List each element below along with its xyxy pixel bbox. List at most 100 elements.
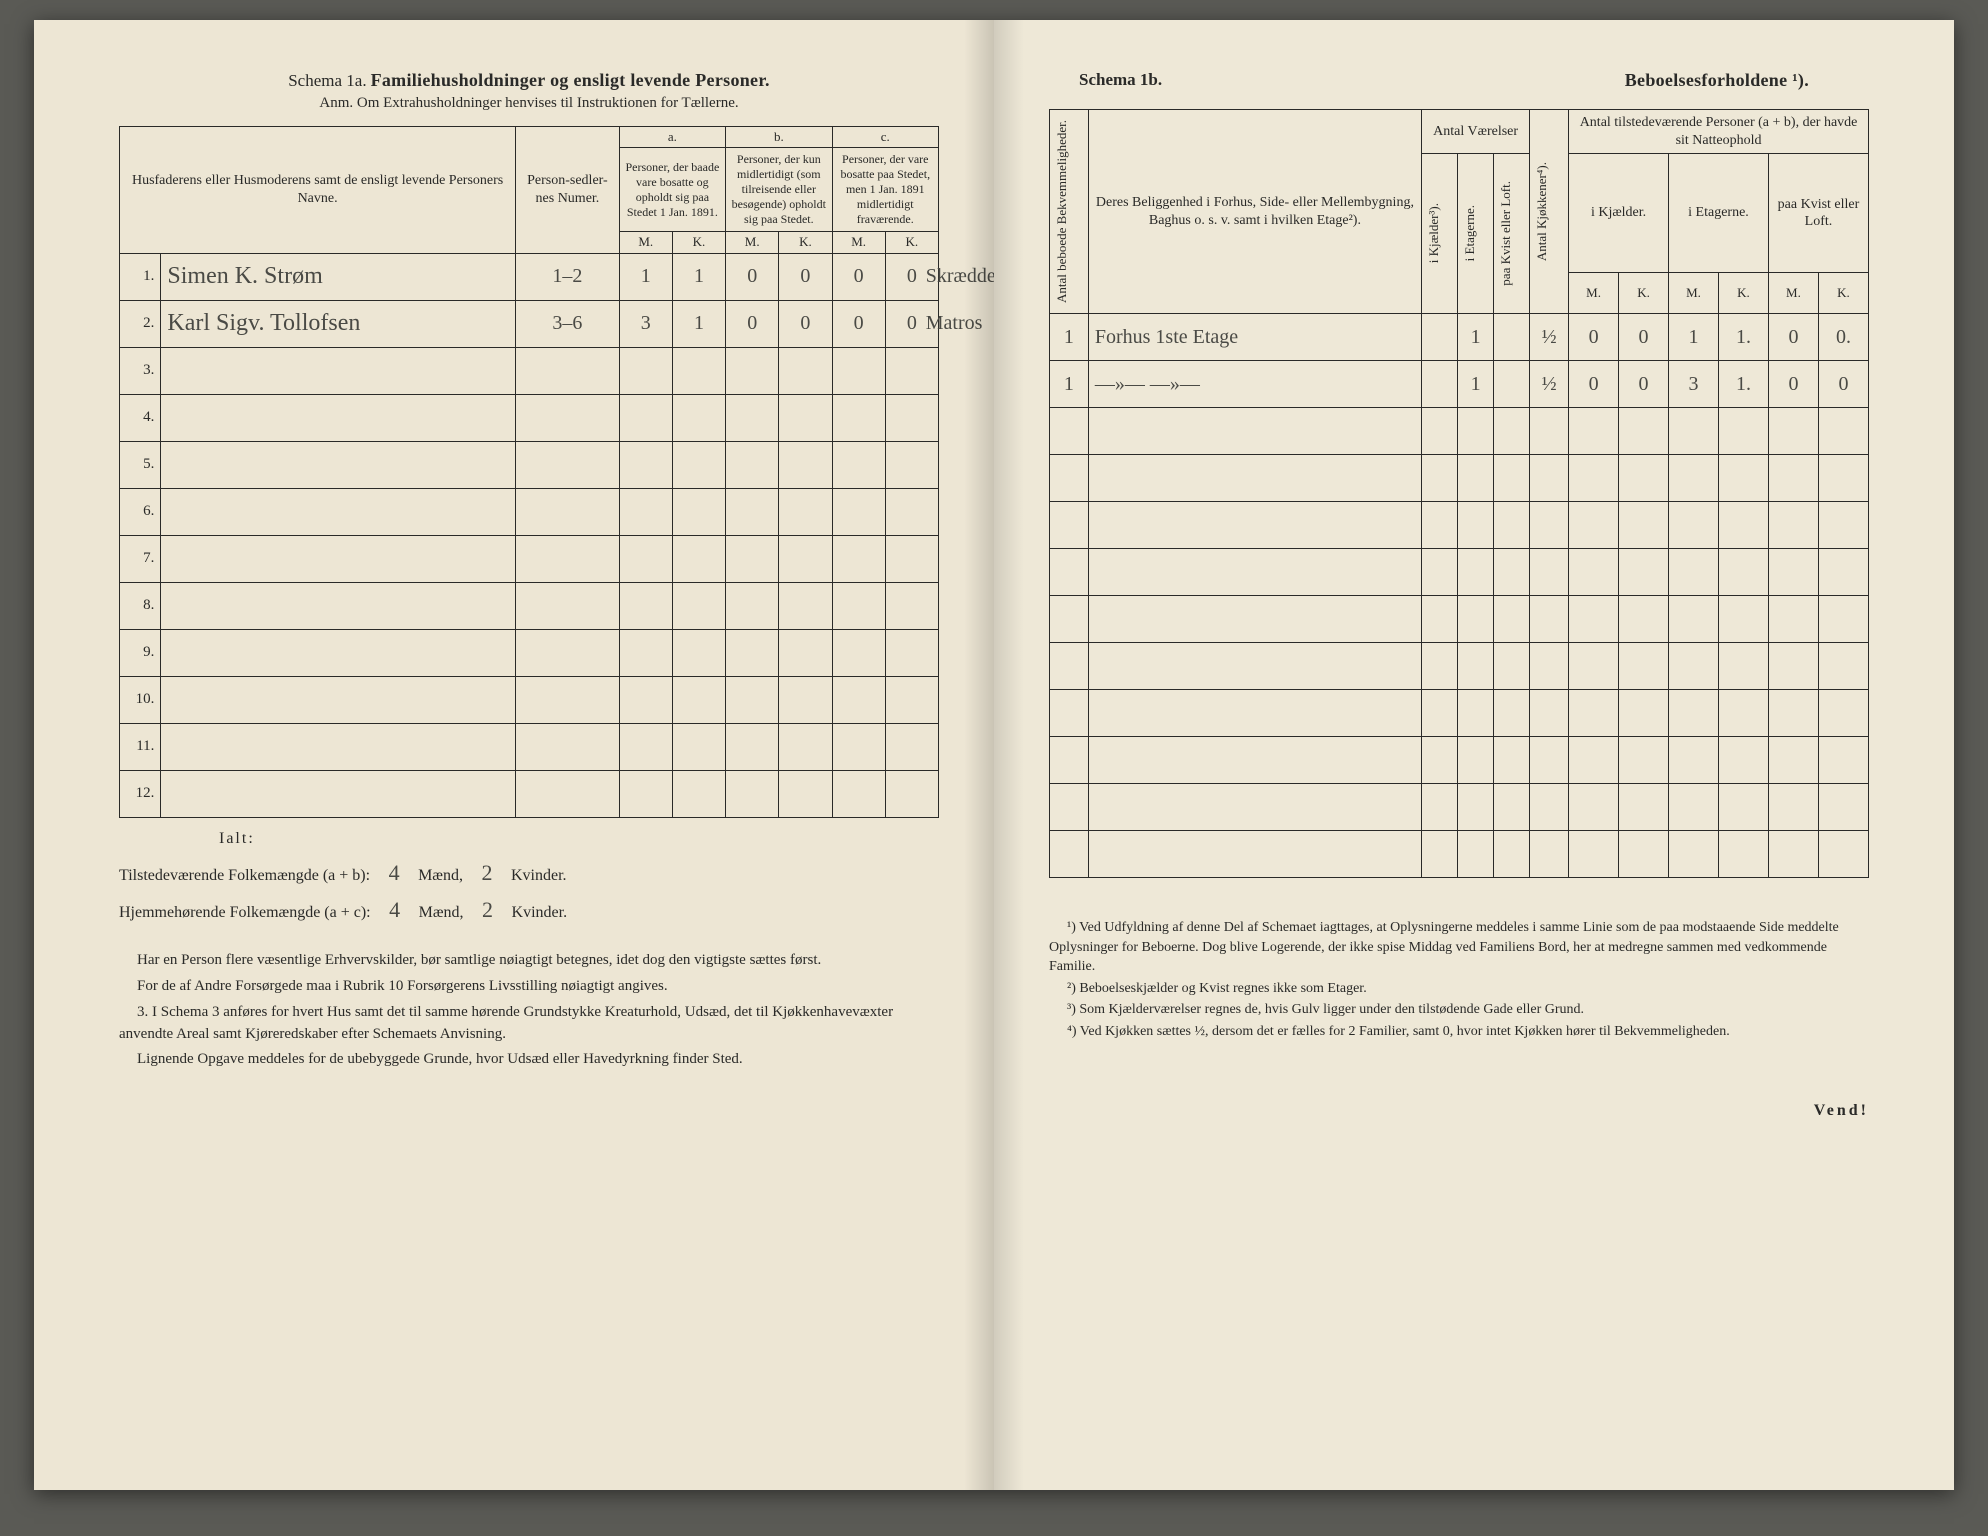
aM	[619, 629, 672, 676]
belig	[1088, 784, 1421, 831]
kvM	[1768, 549, 1818, 596]
name-cell	[161, 394, 516, 441]
note-paragraph: 3. I Schema 3 anføres for hvert Hus samt…	[119, 1002, 939, 1046]
sum2-kw: Kvinder.	[512, 904, 568, 921]
name-cell	[161, 723, 516, 770]
etM	[1669, 831, 1719, 878]
schema-1b-table: Antal beboede Bekvemmeligheder. Deres Be…	[1049, 109, 1869, 878]
kjM: 0	[1569, 314, 1619, 361]
bM	[726, 629, 779, 676]
et: 1	[1458, 314, 1494, 361]
footnote-paragraph: ³) Som Kjælderværelser regnes de, hvis G…	[1049, 1000, 1869, 1020]
anm-note: Anm. Om Extrahusholdninger henvises til …	[119, 95, 939, 112]
cM	[832, 535, 885, 582]
pn-cell	[516, 535, 619, 582]
kjM	[1569, 455, 1619, 502]
name-cell	[161, 676, 516, 723]
hdr-personer: Antal tilstedeværende Personer (a + b), …	[1569, 110, 1869, 154]
pn-cell	[516, 347, 619, 394]
left-notes: Har en Person flere væsentlige Erhvervsk…	[119, 950, 939, 1071]
kvM	[1768, 831, 1818, 878]
etM: 1	[1669, 314, 1719, 361]
bK	[779, 535, 832, 582]
table-row	[1050, 831, 1869, 878]
sum2-m: 4	[375, 891, 415, 928]
aK	[672, 676, 725, 723]
bek	[1050, 455, 1089, 502]
et	[1458, 831, 1494, 878]
kvK	[1818, 455, 1868, 502]
kv	[1494, 502, 1530, 549]
cM	[832, 770, 885, 817]
name-cell: Karl Sigv. Tollofsen	[161, 300, 516, 347]
cM: 0	[832, 300, 885, 347]
hdr-iet: i Etagerne.	[1669, 154, 1769, 273]
hdr-name: Husfaderens eller Husmoderens samt de en…	[120, 127, 516, 254]
belig	[1088, 549, 1421, 596]
hdr-r-m1: M.	[1569, 273, 1619, 314]
kj	[1422, 361, 1458, 408]
table-row	[1050, 502, 1869, 549]
kv	[1494, 737, 1530, 784]
sum1-k: 2	[467, 854, 507, 891]
cK: 0Skræddermester	[885, 253, 938, 300]
kk	[1530, 690, 1569, 737]
bK	[779, 582, 832, 629]
kv	[1494, 596, 1530, 643]
bM	[726, 676, 779, 723]
hdr-a-text: Personer, der baade vare bosatte og opho…	[619, 148, 725, 232]
aM	[619, 441, 672, 488]
etK	[1719, 643, 1769, 690]
table-row	[1050, 784, 1869, 831]
pn-cell	[516, 441, 619, 488]
kk	[1530, 831, 1569, 878]
hdr-bek: Antal beboede Bekvemmeligheder.	[1053, 114, 1071, 309]
kv	[1494, 361, 1530, 408]
aK	[672, 394, 725, 441]
belig	[1088, 455, 1421, 502]
kv	[1494, 314, 1530, 361]
kvM	[1768, 455, 1818, 502]
kv	[1494, 643, 1530, 690]
belig	[1088, 831, 1421, 878]
cK	[885, 629, 938, 676]
kjM	[1569, 831, 1619, 878]
belig	[1088, 596, 1421, 643]
kvM: 0	[1768, 314, 1818, 361]
bK	[779, 676, 832, 723]
belig	[1088, 502, 1421, 549]
etK	[1719, 502, 1769, 549]
hdr-r-k1: K.	[1619, 273, 1669, 314]
table-row	[1050, 596, 1869, 643]
et	[1458, 690, 1494, 737]
kv	[1494, 549, 1530, 596]
cK	[885, 770, 938, 817]
bM	[726, 535, 779, 582]
kjM: 0	[1569, 361, 1619, 408]
sum1-label: Tilstedeværende Folkemængde (a + b):	[119, 867, 370, 884]
cM	[832, 488, 885, 535]
row-num: 9.	[120, 629, 161, 676]
aM: 3	[619, 300, 672, 347]
schema-1b-label: Schema 1b.	[1079, 70, 1162, 91]
table-row	[1050, 690, 1869, 737]
etM	[1669, 549, 1719, 596]
pn-cell	[516, 394, 619, 441]
table-row: 4.	[120, 394, 939, 441]
row-num: 6.	[120, 488, 161, 535]
hdr-paak: paa Kvist eller Loft.	[1768, 154, 1868, 273]
bK	[779, 347, 832, 394]
kvK	[1818, 549, 1868, 596]
cK	[885, 535, 938, 582]
hdr-b-k: K.	[779, 232, 832, 253]
hdr-ikj: i Kjælder.	[1569, 154, 1669, 273]
kjK: 0	[1619, 314, 1669, 361]
aM	[619, 723, 672, 770]
name-cell	[161, 770, 516, 817]
aK	[672, 723, 725, 770]
aM	[619, 535, 672, 582]
etK: 1.	[1719, 314, 1769, 361]
cK	[885, 723, 938, 770]
kjK	[1619, 737, 1669, 784]
table-row: 10.	[120, 676, 939, 723]
